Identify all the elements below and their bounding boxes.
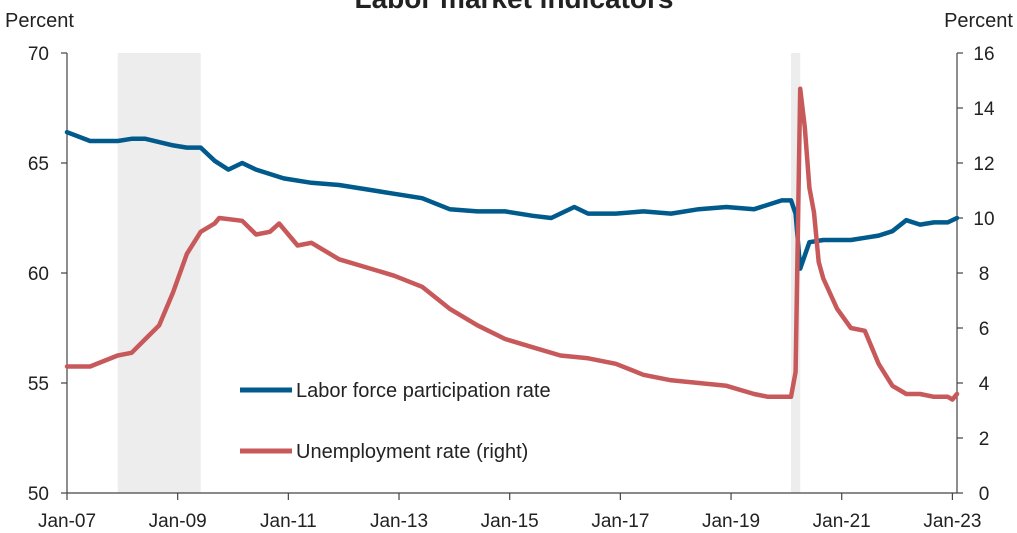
recession-shading [117, 53, 801, 493]
series-line-unemployment [64, 86, 960, 402]
right-tick-label: 14 [973, 99, 995, 120]
right-tick-label: 6 [979, 319, 990, 340]
x-tick-label: Jan-23 [923, 511, 981, 532]
legend-label-unemployment: Unemployment rate (right) [296, 441, 528, 463]
axis-labels: 50 55 60 65 70 0 2 4 6 8 10 12 14 16 Jan-07 Jan-09 Jan-1… [28, 44, 995, 532]
left-tick-label: 70 [28, 44, 49, 65]
left-tick-label: 50 [28, 484, 49, 505]
axes [61, 52, 963, 500]
right-axis-unit: Percent [944, 10, 1013, 32]
legend: Labor force participation rate Unemploym… [240, 380, 551, 463]
series-group [64, 86, 960, 402]
legend-label-participation: Labor force participation rate [296, 380, 551, 402]
x-tick-label: Jan-19 [702, 511, 760, 532]
left-tick-label: 60 [28, 264, 49, 285]
series-line-participation [64, 129, 960, 271]
x-tick-label: Jan-07 [38, 511, 96, 532]
x-tick-label: Jan-11 [260, 511, 317, 532]
x-tick-label: Jan-21 [813, 511, 871, 532]
recession-band-0 [117, 53, 201, 493]
left-tick-label: 55 [28, 374, 49, 395]
left-tick-label: 65 [28, 154, 49, 175]
right-tick-label: 2 [979, 429, 990, 450]
right-tick-label: 10 [973, 209, 994, 230]
right-tick-label: 0 [979, 484, 990, 505]
right-tick-label: 12 [973, 154, 994, 175]
x-tick-label: Jan-17 [591, 511, 649, 532]
x-tick-label: Jan-13 [370, 511, 428, 532]
left-axis-unit: Percent [5, 10, 74, 32]
right-tick-label: 4 [979, 374, 990, 395]
right-tick-label: 16 [973, 44, 994, 65]
chart-title: Labor market indicators [355, 0, 674, 14]
x-tick-label: Jan-09 [149, 511, 207, 532]
right-tick-label: 8 [979, 264, 990, 285]
x-tick-label: Jan-15 [481, 511, 539, 532]
